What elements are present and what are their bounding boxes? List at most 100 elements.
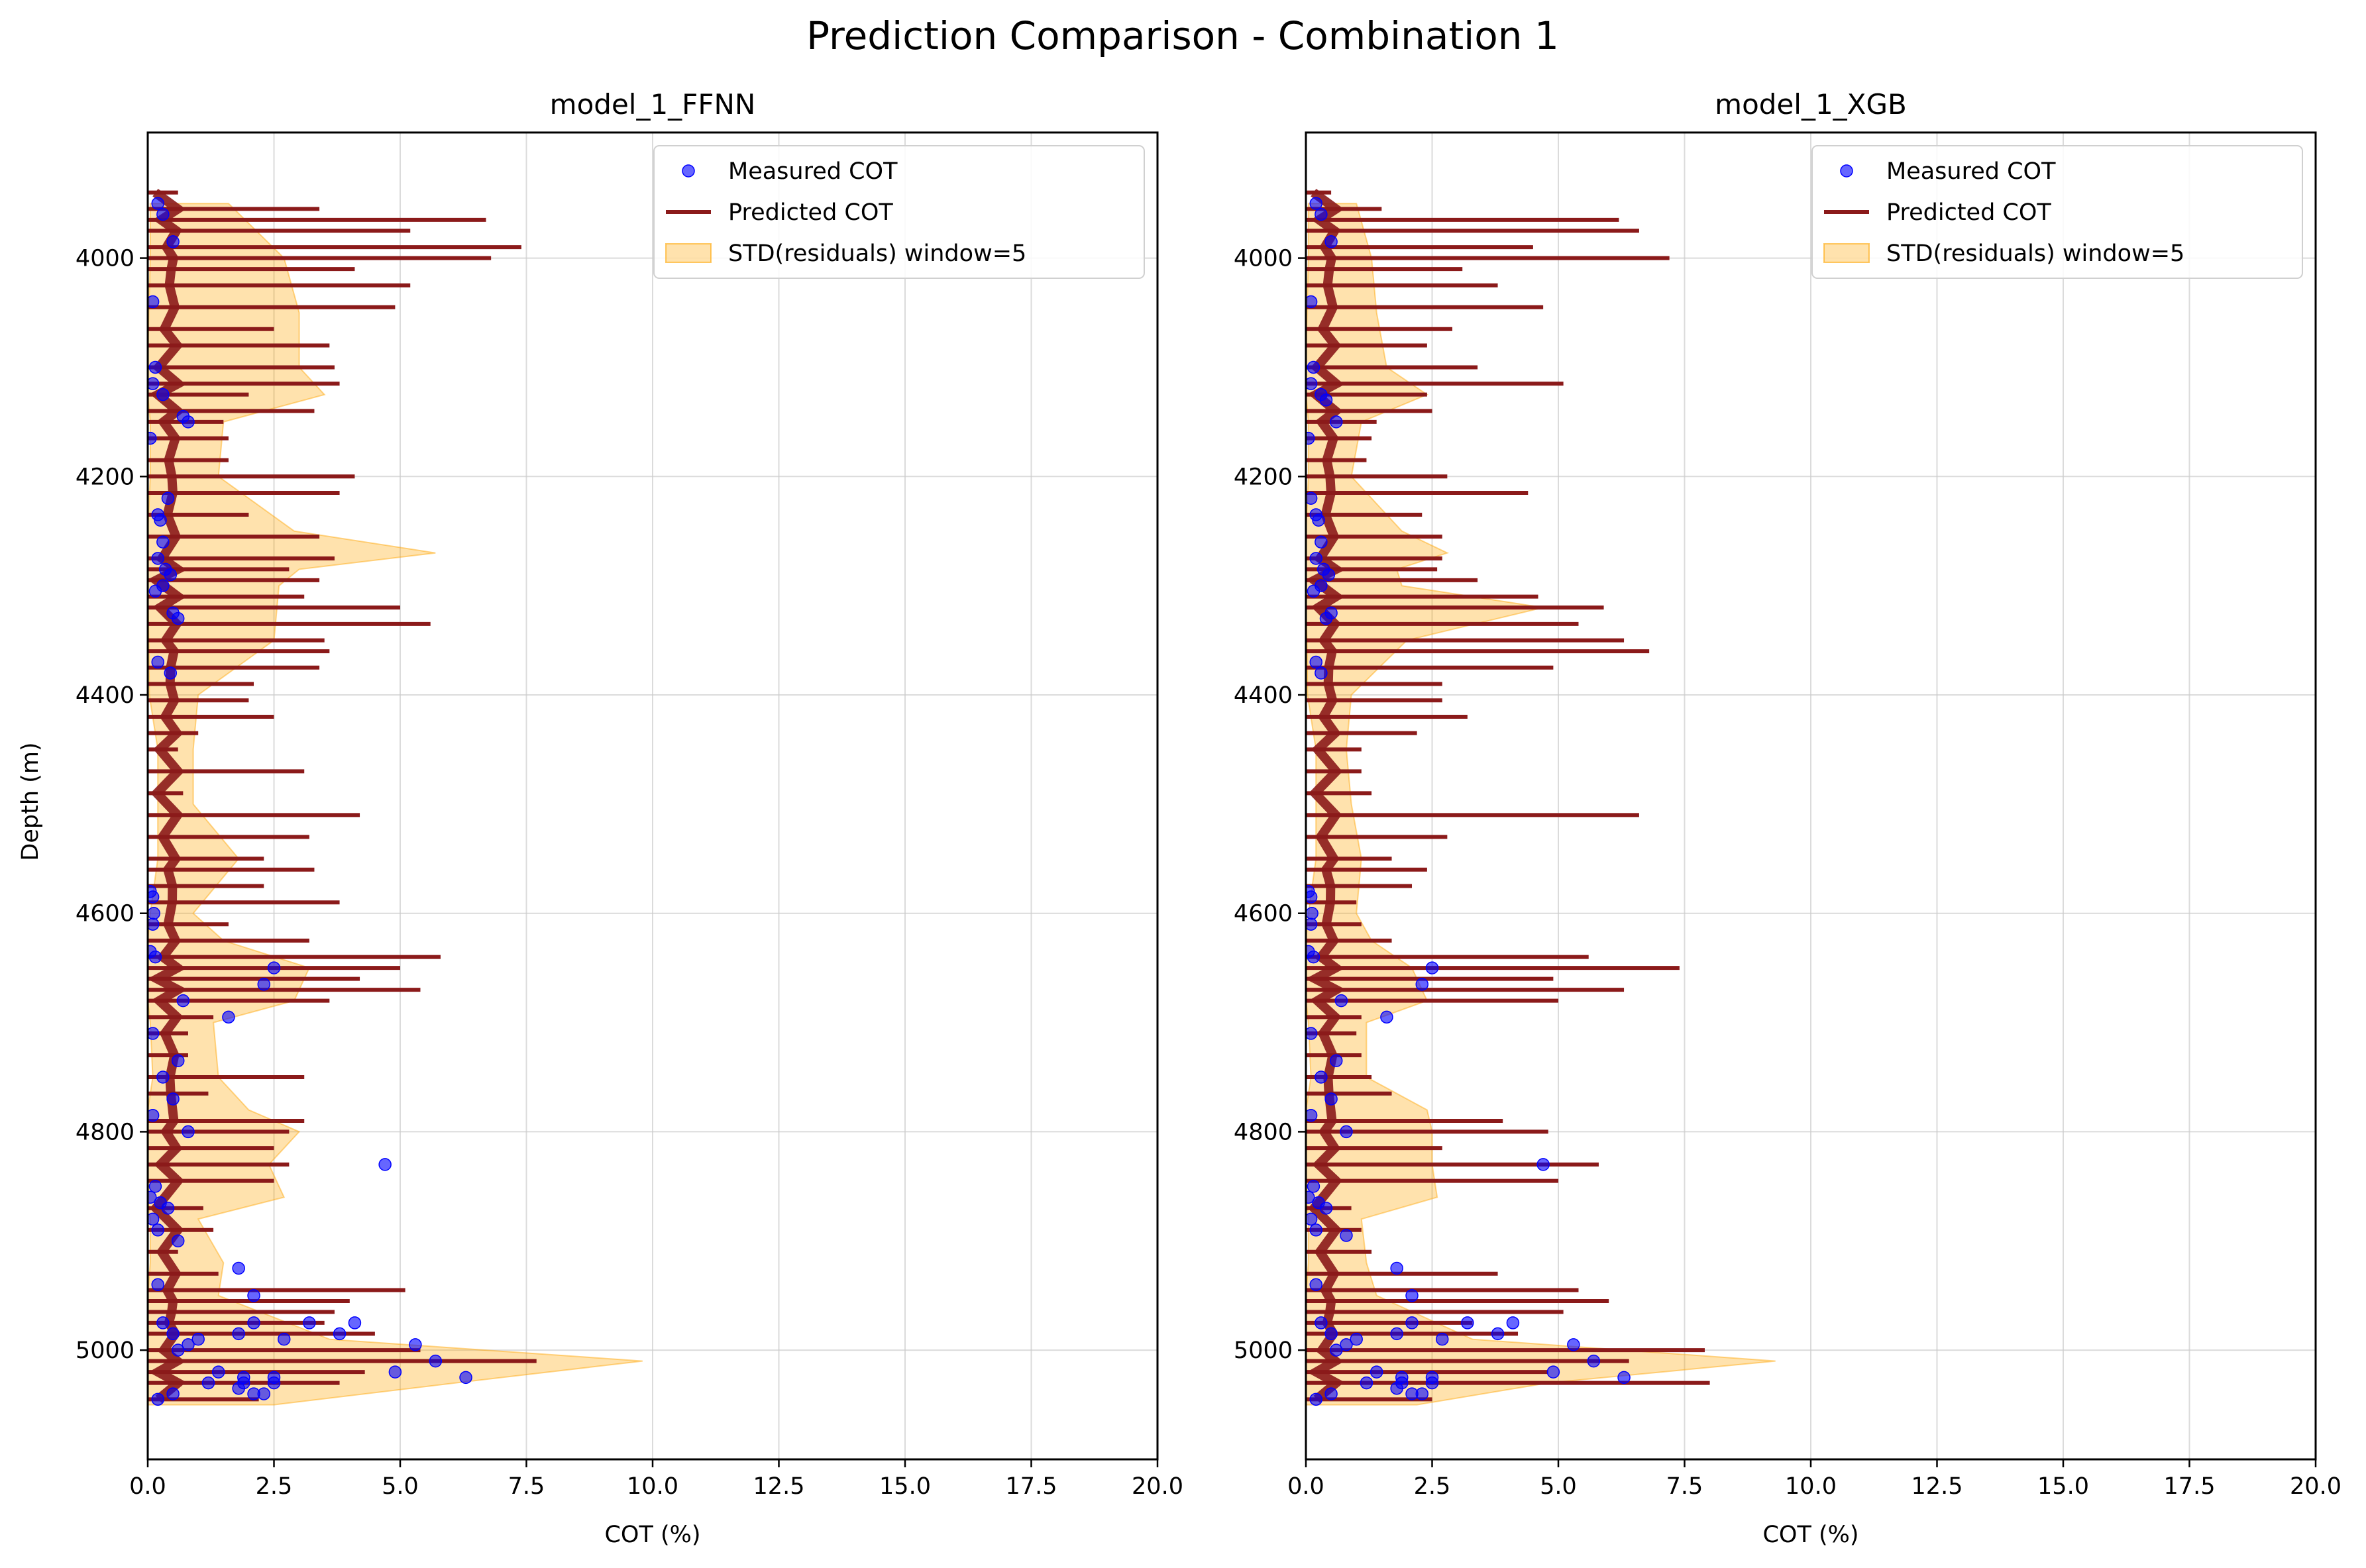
measured-point [166, 1327, 180, 1341]
y-tick-label: 5000 [76, 1337, 134, 1364]
measured-point [148, 360, 162, 374]
measured-point [1306, 906, 1318, 920]
x-axis-label: COT (%) [1762, 1522, 1858, 1548]
measured-point [156, 1071, 170, 1084]
measured-point [378, 1158, 392, 1171]
measured-point [1536, 1158, 1550, 1171]
x-tick-label: 0.0 [129, 1473, 166, 1500]
legend-label: Predicted COT [1886, 199, 2051, 226]
measured-point [1315, 535, 1328, 549]
measured-point [166, 1387, 180, 1400]
measured-point [1461, 1316, 1474, 1330]
measured-point [148, 1027, 160, 1040]
measured-point [148, 1212, 160, 1226]
measured-point [459, 1371, 472, 1385]
measured-point [267, 1371, 281, 1385]
measured-point [277, 1332, 291, 1346]
measured-point [164, 666, 178, 680]
measured-point [232, 1261, 245, 1275]
measured-point [1306, 1212, 1318, 1226]
measured-point [247, 1288, 260, 1302]
measured-point [1425, 961, 1439, 974]
measured-point [148, 377, 160, 390]
measured-point [1319, 393, 1333, 407]
measured-point [148, 1108, 160, 1122]
y-tick-label: 4200 [76, 464, 134, 490]
x-tick-label: 17.5 [1006, 1473, 1057, 1500]
legend-band-marker [665, 243, 712, 263]
measured-point [232, 1327, 245, 1341]
measured-point [1390, 1261, 1403, 1275]
measured-point [148, 431, 157, 445]
measured-point [1360, 1376, 1373, 1390]
measured-point [1617, 1371, 1631, 1385]
y-tick-label: 5000 [1234, 1337, 1293, 1364]
measured-point [148, 906, 160, 920]
measured-point [1380, 1010, 1393, 1024]
measured-point [1306, 377, 1318, 390]
measured-point [247, 1387, 260, 1400]
measured-point [1350, 1332, 1363, 1346]
x-tick-label: 0.0 [1287, 1473, 1324, 1500]
legend-measured-marker [682, 164, 695, 178]
measured-point [151, 1278, 164, 1291]
measured-point [348, 1316, 362, 1330]
measured-point [211, 1365, 225, 1379]
measured-point [151, 552, 164, 565]
measured-point [148, 1180, 162, 1193]
measured-point [1546, 1365, 1560, 1379]
x-tick-label: 12.5 [1911, 1473, 1963, 1500]
measured-point [171, 611, 185, 625]
legend-box [653, 145, 1145, 279]
measured-point [303, 1316, 316, 1330]
measured-point [1309, 1278, 1322, 1291]
measured-point [1370, 1365, 1383, 1379]
x-tick-label: 10.0 [1785, 1473, 1837, 1500]
measured-point [171, 1054, 185, 1068]
measured-point [1324, 1327, 1338, 1341]
x-tick-label: 20.0 [1132, 1473, 1183, 1500]
measured-point [1307, 584, 1320, 598]
measured-point [148, 917, 160, 931]
measured-point [1405, 1288, 1419, 1302]
x-tick-label: 2.5 [1414, 1473, 1451, 1500]
measured-point [1307, 360, 1320, 374]
x-tick-label: 7.5 [1666, 1473, 1703, 1500]
measured-point [1306, 1108, 1318, 1122]
measured-point [182, 1338, 195, 1351]
measured-point [148, 950, 162, 964]
x-tick-label: 20.0 [2290, 1473, 2341, 1500]
measured-point [151, 655, 164, 669]
measured-point [161, 492, 175, 505]
x-tick-label: 5.0 [1540, 1473, 1577, 1500]
legend-label: Measured COT [728, 158, 898, 185]
measured-point [148, 584, 162, 598]
measured-point [237, 1376, 250, 1390]
measured-point [1309, 197, 1322, 210]
measured-point [156, 1316, 170, 1330]
panel-ffnn: model_1_FFNN COT (%) Depth (m) 0.0 2.5 5.0… [17, 88, 1183, 1548]
measured-point [156, 535, 170, 549]
x-tick-label: 2.5 [256, 1473, 293, 1500]
x-axis-label: COT (%) [604, 1522, 700, 1548]
legend-band-marker [1823, 243, 1870, 263]
measured-point [1425, 1371, 1439, 1385]
measured-point [1567, 1338, 1580, 1351]
measured-point [1319, 611, 1333, 625]
measured-point [1329, 1054, 1343, 1068]
measured-point [257, 978, 271, 991]
measured-point [1306, 1190, 1315, 1204]
measured-point [1415, 978, 1429, 991]
measured-point [1324, 235, 1338, 248]
y-tick-label: 4800 [76, 1119, 134, 1145]
x-tick-label: 5.0 [382, 1473, 419, 1500]
measured-point [1435, 1332, 1449, 1346]
y-tick-label: 4200 [1234, 464, 1293, 490]
measured-point [409, 1338, 422, 1351]
measured-point [1306, 917, 1318, 931]
measured-point [1306, 295, 1318, 309]
measured-point [1329, 415, 1343, 429]
x-tick-label: 10.0 [627, 1473, 678, 1500]
grid [1305, 132, 2316, 1459]
